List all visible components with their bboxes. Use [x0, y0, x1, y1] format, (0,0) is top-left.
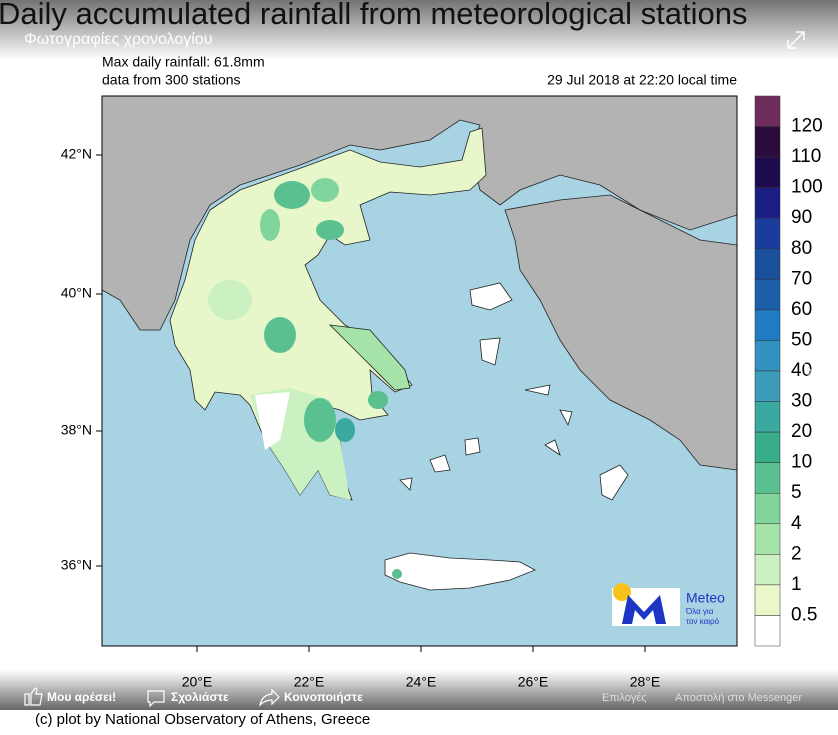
logo-mark — [622, 595, 666, 624]
lesvos — [469, 282, 513, 311]
colorbar-label: 120 — [791, 116, 823, 137]
colorbar-bin — [754, 523, 781, 555]
colorbar-label: 4 — [791, 513, 802, 534]
colorbar-bin — [754, 401, 781, 433]
colorbar-label: 1 — [791, 574, 802, 595]
comment-button[interactable]: Σχολιάστε — [171, 690, 229, 704]
options-button[interactable]: Επιλογές — [602, 692, 647, 704]
colorbar-bin — [754, 462, 781, 494]
map-frame — [101, 95, 738, 647]
lat-label: 36°N — [61, 557, 92, 573]
rain-cell — [208, 280, 252, 320]
colorbar-label: 20 — [791, 421, 812, 442]
colorbar-bin — [754, 279, 781, 311]
bottom-shade — [0, 670, 838, 710]
like-button[interactable]: Μου αρέσει! — [47, 690, 116, 704]
peloponnese-dry — [255, 392, 290, 450]
chios — [479, 337, 501, 366]
colorbar-label: 30 — [791, 391, 812, 412]
colorbar-bin — [754, 340, 781, 372]
colorbar-bin — [754, 95, 781, 127]
colorbar-bin — [754, 492, 781, 525]
rain-cell — [304, 398, 336, 442]
crete — [384, 552, 536, 591]
logo-tagline: τον καιρό — [686, 617, 720, 626]
messenger-button[interactable]: Αποστολή στο Messenger — [675, 692, 802, 704]
colorbar-bin — [754, 431, 781, 463]
colorbar-label: 110 — [791, 146, 821, 167]
colorbar-label: 2 — [791, 543, 802, 564]
share-button[interactable]: Κοινοποιήστε — [284, 690, 363, 704]
colorbar-bin — [754, 187, 781, 219]
colorbar-bin — [754, 554, 781, 586]
turkey-land — [504, 194, 737, 471]
neighbour-land — [102, 96, 737, 331]
lat-label: 38°N — [61, 422, 92, 438]
colorbar-bin — [754, 309, 781, 341]
expand-icon[interactable] — [787, 31, 805, 49]
like-icon[interactable] — [24, 687, 43, 706]
rain-cell — [335, 418, 355, 442]
cyclades — [399, 384, 573, 491]
album-link[interactable]: Φωτογραφίες χρονολογίου — [24, 31, 212, 48]
rain-cell — [264, 317, 296, 353]
title: Daily accumulated rainfall from meteorol… — [0, 0, 748, 31]
next-arrow[interactable] — [795, 354, 814, 390]
evia — [328, 324, 411, 391]
rain-cell — [316, 220, 344, 240]
prev-arrow[interactable] — [24, 354, 43, 390]
rain-cell — [274, 181, 310, 209]
rain-cell — [260, 209, 280, 241]
colorbar-bin — [754, 126, 781, 158]
logo-tagline: Όλα για — [685, 607, 714, 616]
stations: data from 300 stations — [102, 72, 241, 88]
greece-mainland — [169, 127, 487, 501]
colorbar-label: 0.5 — [791, 604, 817, 625]
colorbar-label: 5 — [791, 482, 802, 503]
colorbar-label: 50 — [791, 329, 812, 350]
rain-cell — [311, 178, 339, 202]
colorbar-label: 100 — [791, 177, 823, 198]
timestamp: 29 Jul 2018 at 22:20 local time — [547, 72, 737, 88]
colorbar-bin — [754, 156, 781, 188]
colorbar-bin — [754, 370, 781, 402]
credit: (c) plot by National Observatory of Athe… — [35, 711, 370, 728]
map — [102, 96, 737, 646]
lat-label: 42°N — [61, 146, 92, 162]
colorbar-label: 40 — [791, 360, 812, 381]
colorbar-label: 70 — [791, 268, 812, 289]
colorbar: 120 110 100 90 80 70 60 50 40 30 20 10 5 4 2 1 0.5 — [754, 95, 823, 647]
colorbar-label: 90 — [791, 207, 812, 228]
logo-sun — [613, 583, 631, 601]
colorbar-bin — [754, 615, 781, 647]
top-shade — [0, 0, 838, 60]
colorbar-label: 10 — [791, 452, 812, 473]
colorbar-bin — [754, 584, 781, 616]
colorbar-bin — [754, 217, 781, 250]
colorbar-label: 60 — [791, 299, 812, 320]
rain-cell — [392, 569, 402, 579]
colorbar-bin — [754, 248, 781, 280]
lat-label: 40°N — [61, 285, 92, 301]
rhodes — [599, 464, 629, 501]
rain-cell — [368, 391, 388, 409]
share-icon[interactable] — [259, 688, 280, 707]
logo-name: Meteo — [686, 590, 725, 606]
comment-icon[interactable] — [147, 690, 165, 708]
colorbar-label: 80 — [791, 238, 812, 259]
